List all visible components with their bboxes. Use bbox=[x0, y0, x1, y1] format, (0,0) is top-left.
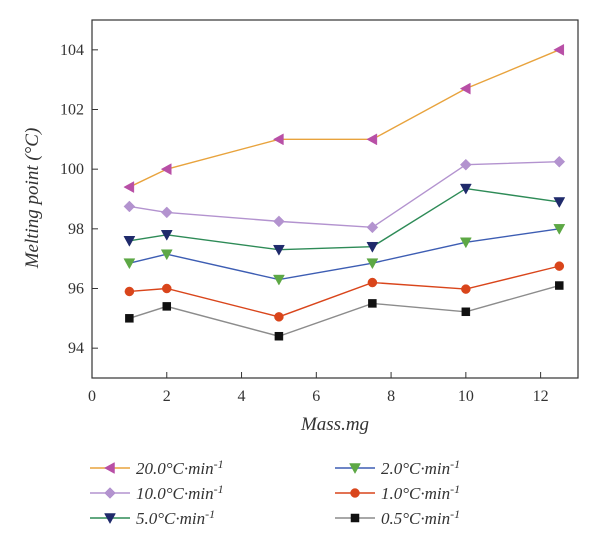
data-point bbox=[553, 155, 566, 168]
data-point bbox=[123, 181, 135, 193]
data-point bbox=[125, 314, 134, 323]
y-tick-label: 98 bbox=[68, 221, 84, 238]
legend-swatch-marker bbox=[104, 513, 116, 525]
data-point bbox=[553, 224, 566, 235]
data-point bbox=[461, 284, 471, 294]
legend-item: 20.0°C·min-1 bbox=[90, 457, 224, 478]
data-point bbox=[123, 200, 136, 213]
data-point bbox=[274, 331, 284, 341]
series-line bbox=[129, 228, 560, 281]
data-point bbox=[555, 281, 564, 290]
data-point bbox=[366, 221, 379, 234]
legend-swatch-marker bbox=[350, 488, 360, 498]
data-point bbox=[162, 283, 172, 294]
y-tick-label: 102 bbox=[60, 102, 84, 119]
data-point bbox=[554, 261, 565, 271]
legend-label: 1.0°C·min-1 bbox=[381, 482, 460, 503]
legend-item: 0.5°C·min-1 bbox=[335, 507, 460, 528]
legend-swatch-marker bbox=[103, 462, 115, 474]
data-point bbox=[459, 237, 472, 249]
series-3 bbox=[123, 183, 566, 256]
legend-swatch-marker bbox=[350, 513, 360, 523]
data-point bbox=[160, 206, 173, 219]
legend-item: 2.0°C·min-1 bbox=[335, 457, 460, 478]
legend-label: 0.5°C·min-1 bbox=[381, 507, 460, 528]
data-point bbox=[459, 158, 472, 171]
data-point bbox=[273, 244, 285, 256]
legend-swatch-marker bbox=[104, 487, 116, 499]
y-tick-label: 100 bbox=[60, 161, 84, 178]
series-6 bbox=[125, 281, 564, 341]
data-point bbox=[366, 258, 379, 270]
data-point bbox=[124, 286, 135, 297]
data-point bbox=[367, 277, 378, 288]
legend: 20.0°C·min-1 2.0°C·min-1 10.0°C·min-1 1.0°C… bbox=[90, 457, 460, 528]
data-point bbox=[274, 312, 284, 322]
y-axis-title: Melting point (°C) bbox=[22, 128, 43, 270]
data-point bbox=[123, 236, 136, 247]
series-2 bbox=[123, 155, 566, 234]
series-line bbox=[129, 284, 560, 337]
x-axis-title: Mass.mg bbox=[300, 414, 369, 435]
legend-label: 20.0°C·min-1 bbox=[136, 457, 224, 478]
y-tick-label: 94 bbox=[68, 340, 84, 357]
legend-label: 2.0°C·min-1 bbox=[381, 457, 460, 478]
legend-item: 1.0°C·min-1 bbox=[335, 482, 460, 503]
series-line bbox=[129, 187, 560, 251]
plot-frame bbox=[91, 19, 579, 379]
x-tick-label: 2 bbox=[163, 388, 171, 405]
series-1 bbox=[123, 43, 565, 193]
data-point bbox=[160, 163, 172, 176]
legend-label: 10.0°C·min-1 bbox=[136, 482, 224, 503]
data-point bbox=[162, 302, 172, 311]
x-tick-label: 6 bbox=[312, 388, 320, 405]
series-4 bbox=[123, 224, 566, 286]
legend-item: 5.0°C·min-1 bbox=[90, 507, 215, 528]
data-point bbox=[366, 133, 378, 146]
data-point bbox=[273, 274, 285, 286]
data-point bbox=[553, 197, 566, 209]
data-point bbox=[123, 258, 136, 270]
x-tick-label: 8 bbox=[387, 388, 395, 405]
data-point bbox=[366, 241, 379, 253]
data-point bbox=[553, 43, 565, 56]
y-tick-label: 96 bbox=[68, 281, 84, 298]
data-point bbox=[272, 133, 284, 146]
data-point bbox=[160, 230, 173, 241]
x-tick-label: 10 bbox=[458, 388, 474, 405]
legend-label: 5.0°C·min-1 bbox=[136, 507, 215, 528]
x-tick-label: 12 bbox=[533, 388, 549, 405]
x-tick-label: 4 bbox=[238, 388, 246, 405]
y-tick-label: 104 bbox=[60, 42, 84, 59]
data-point bbox=[459, 82, 471, 95]
data-point bbox=[160, 249, 173, 261]
data-point bbox=[273, 215, 285, 228]
series-line bbox=[129, 265, 560, 318]
data-point bbox=[368, 299, 377, 308]
data-point bbox=[461, 307, 471, 317]
series-line bbox=[129, 161, 560, 229]
x-tick-label: 0 bbox=[88, 388, 96, 405]
series-line bbox=[129, 49, 560, 188]
series-5 bbox=[124, 261, 565, 322]
data-point bbox=[459, 183, 472, 195]
legend-item: 10.0°C·min-1 bbox=[90, 482, 224, 503]
legend-swatch-marker bbox=[349, 463, 361, 475]
